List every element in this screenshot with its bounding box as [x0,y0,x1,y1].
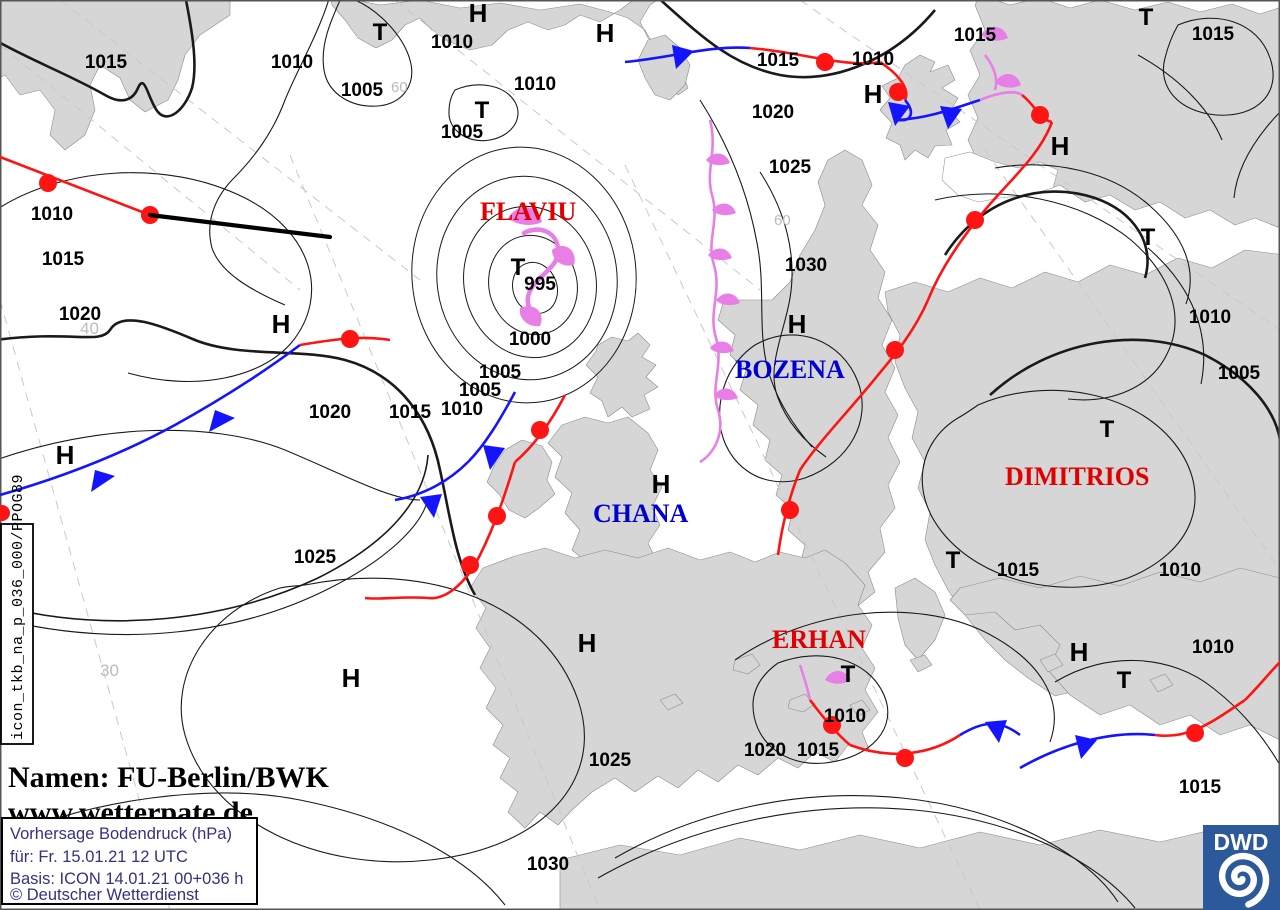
svg-text:1015: 1015 [757,50,800,71]
svg-text:DWD: DWD [1214,829,1269,855]
svg-text:T: T [475,97,490,124]
svg-text:1020: 1020 [309,402,351,423]
svg-text:1015: 1015 [85,52,128,73]
svg-text:H: H [578,628,597,658]
svg-text:60: 60 [391,79,408,96]
svg-text:1010: 1010 [514,74,556,95]
svg-text:1010: 1010 [1189,307,1231,328]
svg-text:40: 40 [80,319,99,338]
svg-text:30: 30 [100,661,119,680]
svg-text:H: H [1051,131,1070,161]
svg-text:1005: 1005 [479,362,522,383]
svg-text:995: 995 [524,274,556,295]
svg-text:1010: 1010 [441,399,483,420]
svg-text:T: T [841,661,856,688]
svg-text:FLAVIU: FLAVIU [480,197,577,226]
svg-text:© Deutscher Wetterdienst: © Deutscher Wetterdienst [10,886,199,904]
svg-text:1005: 1005 [459,380,502,401]
svg-text:1015: 1015 [797,740,840,761]
svg-text:1025: 1025 [769,157,812,178]
svg-text:H: H [596,18,615,48]
svg-text:1015: 1015 [1179,777,1222,798]
svg-text:1015: 1015 [42,249,85,270]
svg-text:1015: 1015 [997,560,1040,581]
svg-text:1010: 1010 [824,706,866,727]
svg-text:1010: 1010 [431,32,473,53]
svg-text:Vorhersage Bodendruck (hPa): Vorhersage Bodendruck (hPa) [10,825,232,843]
svg-text:1015: 1015 [954,25,997,46]
svg-text:1005: 1005 [341,80,384,101]
svg-text:Namen: FU-Berlin/BWK: Namen: FU-Berlin/BWK [8,761,329,794]
svg-text:1020: 1020 [752,102,794,123]
svg-text:1030: 1030 [527,854,569,875]
svg-text:1025: 1025 [589,750,632,771]
svg-text:1015: 1015 [389,402,432,423]
svg-text:1010: 1010 [1192,637,1234,658]
svg-text:icon_tkb_na_p_036_000/PPOG89: icon_tkb_na_p_036_000/PPOG89 [10,474,27,740]
svg-text:1010: 1010 [852,49,894,70]
svg-text:DIMITRIOS: DIMITRIOS [1005,462,1149,491]
svg-text:1010: 1010 [1159,560,1201,581]
svg-text:H: H [469,0,488,28]
svg-text:H: H [56,440,75,470]
svg-text:T: T [1117,667,1132,694]
svg-text:H: H [864,79,883,109]
svg-text:H: H [272,309,291,339]
svg-text:1010: 1010 [31,204,73,225]
svg-text:T: T [946,547,961,574]
svg-text:1030: 1030 [785,255,827,276]
svg-text:1000: 1000 [509,329,551,350]
svg-text:60: 60 [774,212,791,229]
svg-text:1005: 1005 [1218,363,1261,384]
svg-text:BOZENA: BOZENA [735,355,845,384]
svg-text:1025: 1025 [294,547,337,568]
svg-text:H: H [342,663,361,693]
svg-text:H: H [652,469,671,499]
svg-text:T: T [373,19,388,46]
svg-text:T: T [1100,416,1115,443]
svg-text:1020: 1020 [744,740,786,761]
svg-text:für: Fr. 15.01.21 12 UTC: für: Fr. 15.01.21 12 UTC [10,848,188,866]
svg-text:1010: 1010 [271,52,313,73]
svg-text:1005: 1005 [441,122,484,143]
svg-text:1015: 1015 [1192,24,1235,45]
svg-text:T: T [1141,224,1156,251]
svg-text:T: T [1139,4,1154,31]
svg-text:H: H [788,309,807,339]
svg-text:CHANA: CHANA [593,499,689,528]
svg-text:H: H [1070,637,1089,667]
svg-text:ERHAN: ERHAN [772,625,866,654]
